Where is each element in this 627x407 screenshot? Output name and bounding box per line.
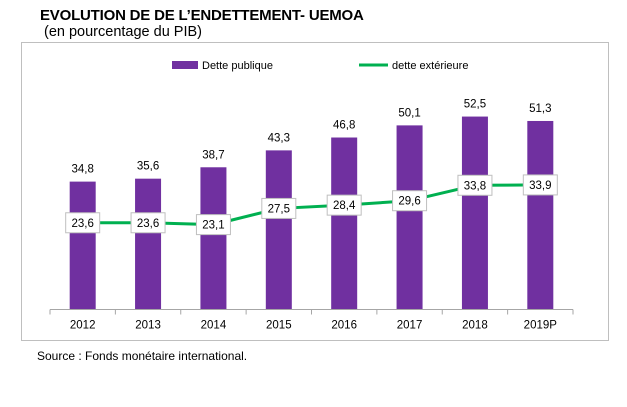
bar-value-label-2019P: 51,3 — [529, 103, 551, 115]
x-tick-label-2014: 2014 — [201, 320, 227, 332]
bar-value-label-2018: 52,5 — [464, 99, 486, 111]
x-axis: 2012 2013 2014 2015 2016 2017 2018 2019P — [49, 309, 574, 332]
x-tick-label-2019P: 2019P — [524, 320, 558, 332]
bar-value-label-2015: 43,3 — [268, 132, 290, 144]
x-tick-label-2013: 2013 — [135, 320, 161, 332]
legend-label-dette-exterieure: dette extérieure — [392, 60, 468, 72]
page-title: EVOLUTION DE DE L’ENDETTEMENT- UEMOA — [40, 7, 364, 24]
line-point-box-2017 — [392, 190, 428, 212]
x-tick-label-2017: 2017 — [397, 320, 423, 332]
page-subtitle: (en pourcentage du PIB) — [44, 24, 202, 40]
line-series-dette-exterieure: 23,6 23,6 23,1 27,5 28,4 29,6 33,8 33,9 — [65, 174, 558, 236]
chart-frame — [21, 42, 609, 341]
line-point-box-2016 — [326, 194, 362, 216]
bar-dette-publique-2012 — [69, 181, 96, 310]
bar-value-label-2014: 38,7 — [202, 149, 224, 161]
x-tick-label-2012: 2012 — [70, 320, 96, 332]
line-point-box-2015 — [261, 197, 297, 219]
line-value-label-2016: 28,4 — [333, 200, 356, 212]
line-point-box-2012 — [65, 212, 101, 234]
bar-value-label-2017: 50,1 — [398, 107, 420, 119]
bar-dette-publique-2017 — [396, 125, 423, 310]
line-value-label-2015: 27,5 — [268, 203, 290, 215]
bar-value-label-2016: 46,8 — [333, 120, 355, 132]
bar-series-dette-publique: 34,8 35,6 38,7 43,3 46,8 50,1 52,5 51,3 — [69, 99, 554, 310]
bar-dette-publique-2018 — [461, 116, 488, 310]
bar-value-label-2012: 34,8 — [71, 164, 93, 176]
line-value-label-2017: 29,6 — [398, 196, 420, 208]
line-point-box-2019P — [522, 174, 558, 196]
bar-dette-publique-2015 — [265, 150, 292, 310]
chart-legend: Dette publique dette extérieure — [172, 60, 468, 72]
x-tick-label-2018: 2018 — [462, 320, 488, 332]
line-point-box-2018 — [457, 174, 493, 196]
line-value-label-2012: 23,6 — [71, 218, 93, 230]
line-value-label-2019P: 33,9 — [529, 180, 551, 192]
line-point-box-2014 — [195, 214, 231, 236]
bar-dette-publique-2016 — [331, 137, 358, 310]
bar-dette-publique-2019P — [527, 120, 554, 310]
source-note: Source : Fonds monétaire international. — [37, 349, 248, 363]
x-tick-label-2015: 2015 — [266, 320, 292, 332]
legend-swatch-dette-publique — [172, 61, 198, 69]
legend-label-dette-publique: Dette publique — [202, 60, 273, 72]
line-point-box-2013 — [130, 212, 166, 234]
bar-dette-publique-2013 — [135, 178, 162, 310]
bar-value-label-2013: 35,6 — [137, 161, 159, 173]
line-value-label-2013: 23,6 — [137, 218, 159, 230]
x-tick-label-2016: 2016 — [331, 320, 357, 332]
line-value-label-2014: 23,1 — [202, 220, 224, 232]
bar-dette-publique-2014 — [200, 167, 227, 310]
line-value-label-2018: 33,8 — [464, 180, 486, 192]
